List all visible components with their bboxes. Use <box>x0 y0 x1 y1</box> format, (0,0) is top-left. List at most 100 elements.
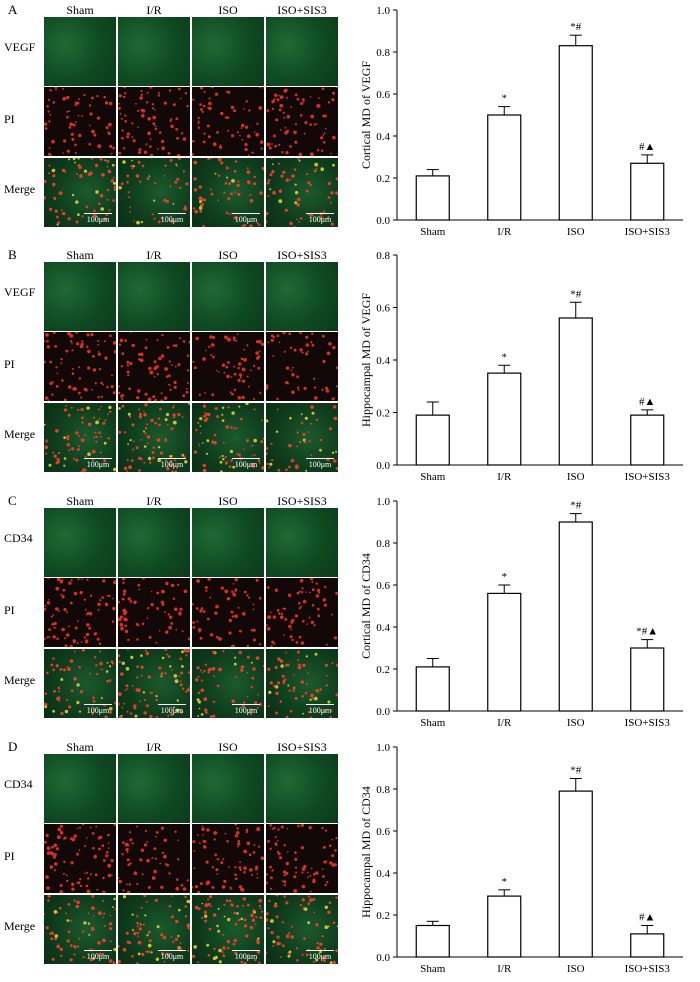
cell-dot <box>124 92 127 95</box>
cell-dot <box>272 944 275 947</box>
cell-dot <box>47 599 50 601</box>
cell-dot <box>204 392 206 394</box>
cell-dot <box>293 348 297 352</box>
cell-dot <box>148 939 152 943</box>
cell-dot <box>99 158 103 161</box>
cell-dot <box>332 345 336 350</box>
cell-dot <box>206 880 211 885</box>
cell-dot <box>258 961 261 964</box>
cell-dot <box>213 947 216 951</box>
bar <box>558 790 593 958</box>
scale-bar-line <box>232 950 260 951</box>
cell-dot <box>113 897 116 901</box>
cell-dot <box>67 666 69 668</box>
cell-dot <box>253 438 257 443</box>
cell-dot <box>271 163 274 166</box>
scale-bar-label: 100μm <box>234 706 258 715</box>
cell-dot <box>72 158 76 161</box>
cell-dot <box>205 589 208 592</box>
significance-label: * <box>502 93 508 105</box>
cell-dot <box>126 883 128 886</box>
cell-dots <box>192 87 264 156</box>
cell-dot <box>64 171 67 173</box>
micrograph-green <box>44 17 116 86</box>
cell-dot <box>296 591 300 595</box>
cell-dot <box>211 440 215 444</box>
cell-dot <box>237 378 241 382</box>
cell-dot <box>275 915 279 919</box>
cell-dot <box>118 185 120 188</box>
cell-dot <box>293 889 298 893</box>
cell-dot <box>52 709 55 713</box>
cell-dot <box>62 87 64 90</box>
cell-dot <box>83 636 87 639</box>
cell-dot <box>73 953 76 956</box>
cell-dot <box>258 223 261 227</box>
cell-dot <box>309 698 312 701</box>
cell-dot <box>305 953 309 957</box>
cell-dot <box>296 650 300 654</box>
cell-dot <box>113 350 116 354</box>
cell-dot <box>131 685 134 687</box>
cell-dot <box>258 461 261 464</box>
micrograph-green <box>118 17 190 86</box>
cell-dot <box>274 144 277 148</box>
cell-dot <box>285 366 290 370</box>
cell-dot <box>118 94 122 98</box>
cell-dot <box>236 463 239 466</box>
cell-dot <box>270 338 274 342</box>
cell-dot <box>69 958 73 962</box>
cell-dot <box>149 461 152 464</box>
cell-dot <box>295 871 298 874</box>
cell-dot <box>173 674 178 678</box>
cell-dot <box>127 638 130 642</box>
cell-dot <box>156 339 159 342</box>
x-tick-label: ISO+SIS3 <box>625 717 671 729</box>
cell-dot <box>147 456 152 461</box>
cell-dots <box>118 403 190 472</box>
cell-dot <box>197 116 200 120</box>
cell-dot <box>149 714 153 718</box>
cell-dot <box>218 667 222 672</box>
cell-dot <box>99 661 103 666</box>
cell-dot <box>215 868 219 872</box>
cell-dot <box>77 163 81 167</box>
cell-dot <box>108 405 112 410</box>
cell-dot <box>144 427 148 430</box>
cell-dot <box>319 438 322 442</box>
cell-dot <box>44 705 48 709</box>
cell-dot <box>147 117 151 121</box>
cell-dot <box>312 879 316 884</box>
cell-dot <box>175 164 178 167</box>
cell-dot <box>137 940 142 945</box>
cell-dot <box>169 615 173 619</box>
cell-dot <box>127 597 131 601</box>
cell-dot <box>137 583 141 587</box>
cell-dot <box>239 861 241 864</box>
cell-dot <box>322 875 325 878</box>
cell-dot <box>274 93 278 97</box>
cell-dot <box>239 376 242 379</box>
cell-dot <box>92 696 95 700</box>
cell-dot <box>103 441 107 445</box>
cell-dot <box>198 630 201 633</box>
cell-dot <box>102 421 106 425</box>
cell-dot <box>113 467 116 472</box>
cell-dot <box>212 913 217 917</box>
cell-dot <box>238 650 242 655</box>
cell-dot <box>98 847 101 851</box>
cell-dot <box>234 951 238 955</box>
cell-dot <box>44 340 46 342</box>
cell-dot <box>71 372 75 375</box>
cell-dot <box>182 170 185 173</box>
cell-dot <box>103 95 106 99</box>
scale-bar-line <box>232 213 260 214</box>
cell-dot <box>199 609 203 613</box>
cell-dot <box>336 663 338 667</box>
cell-dot <box>145 651 150 656</box>
cell-dot <box>66 435 70 439</box>
cell-dot <box>119 338 124 343</box>
cell-dot <box>232 336 236 340</box>
cell-dot <box>308 591 311 594</box>
cell-dot <box>139 352 144 357</box>
